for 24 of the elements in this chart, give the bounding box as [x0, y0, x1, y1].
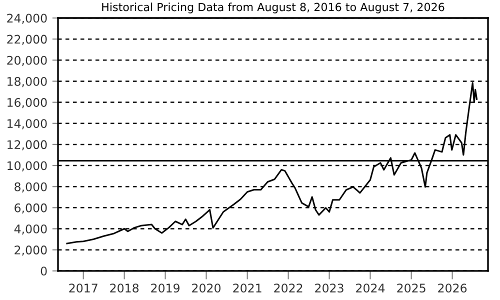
x-tick-label: 2020 [192, 284, 221, 293]
y-tick-label: 18,000 [8, 76, 47, 88]
y-tick-label: 12,000 [8, 140, 47, 150]
x-tick-label: 2017 [69, 284, 98, 293]
y-tick-label: 4,000 [14, 224, 47, 235]
y-tick-label: 24,000 [7, 14, 47, 24]
x-tick-label: 2019 [151, 284, 180, 293]
x-tick-label: 2023 [315, 284, 344, 293]
x-tick-label: 2021 [233, 284, 262, 293]
x-tick-label: 2025 [397, 284, 426, 293]
y-tick-label: 10,000 [8, 161, 47, 172]
y-tick-label: 16,000 [8, 98, 47, 108]
y-tick-label: 0 [40, 266, 47, 276]
y-tick-label: 22,000 [7, 34, 47, 45]
y-tick-label: 14,000 [8, 119, 47, 130]
x-tick-label: 2026 [438, 284, 467, 293]
y-tick-label: 6,000 [14, 203, 47, 214]
x-tick-label: 2018 [110, 284, 139, 293]
x-tick-label: 2024 [356, 284, 385, 293]
y-tick-label: 20,000 [7, 56, 47, 66]
x-tick-label: 2022 [274, 284, 302, 293]
y-tick-label: 2,000 [14, 246, 47, 256]
y-tick-label: 8,000 [14, 182, 47, 192]
chart-title: Historical Pricing Data from August 8, 2016 to August 7, 2026 [102, 2, 444, 14]
